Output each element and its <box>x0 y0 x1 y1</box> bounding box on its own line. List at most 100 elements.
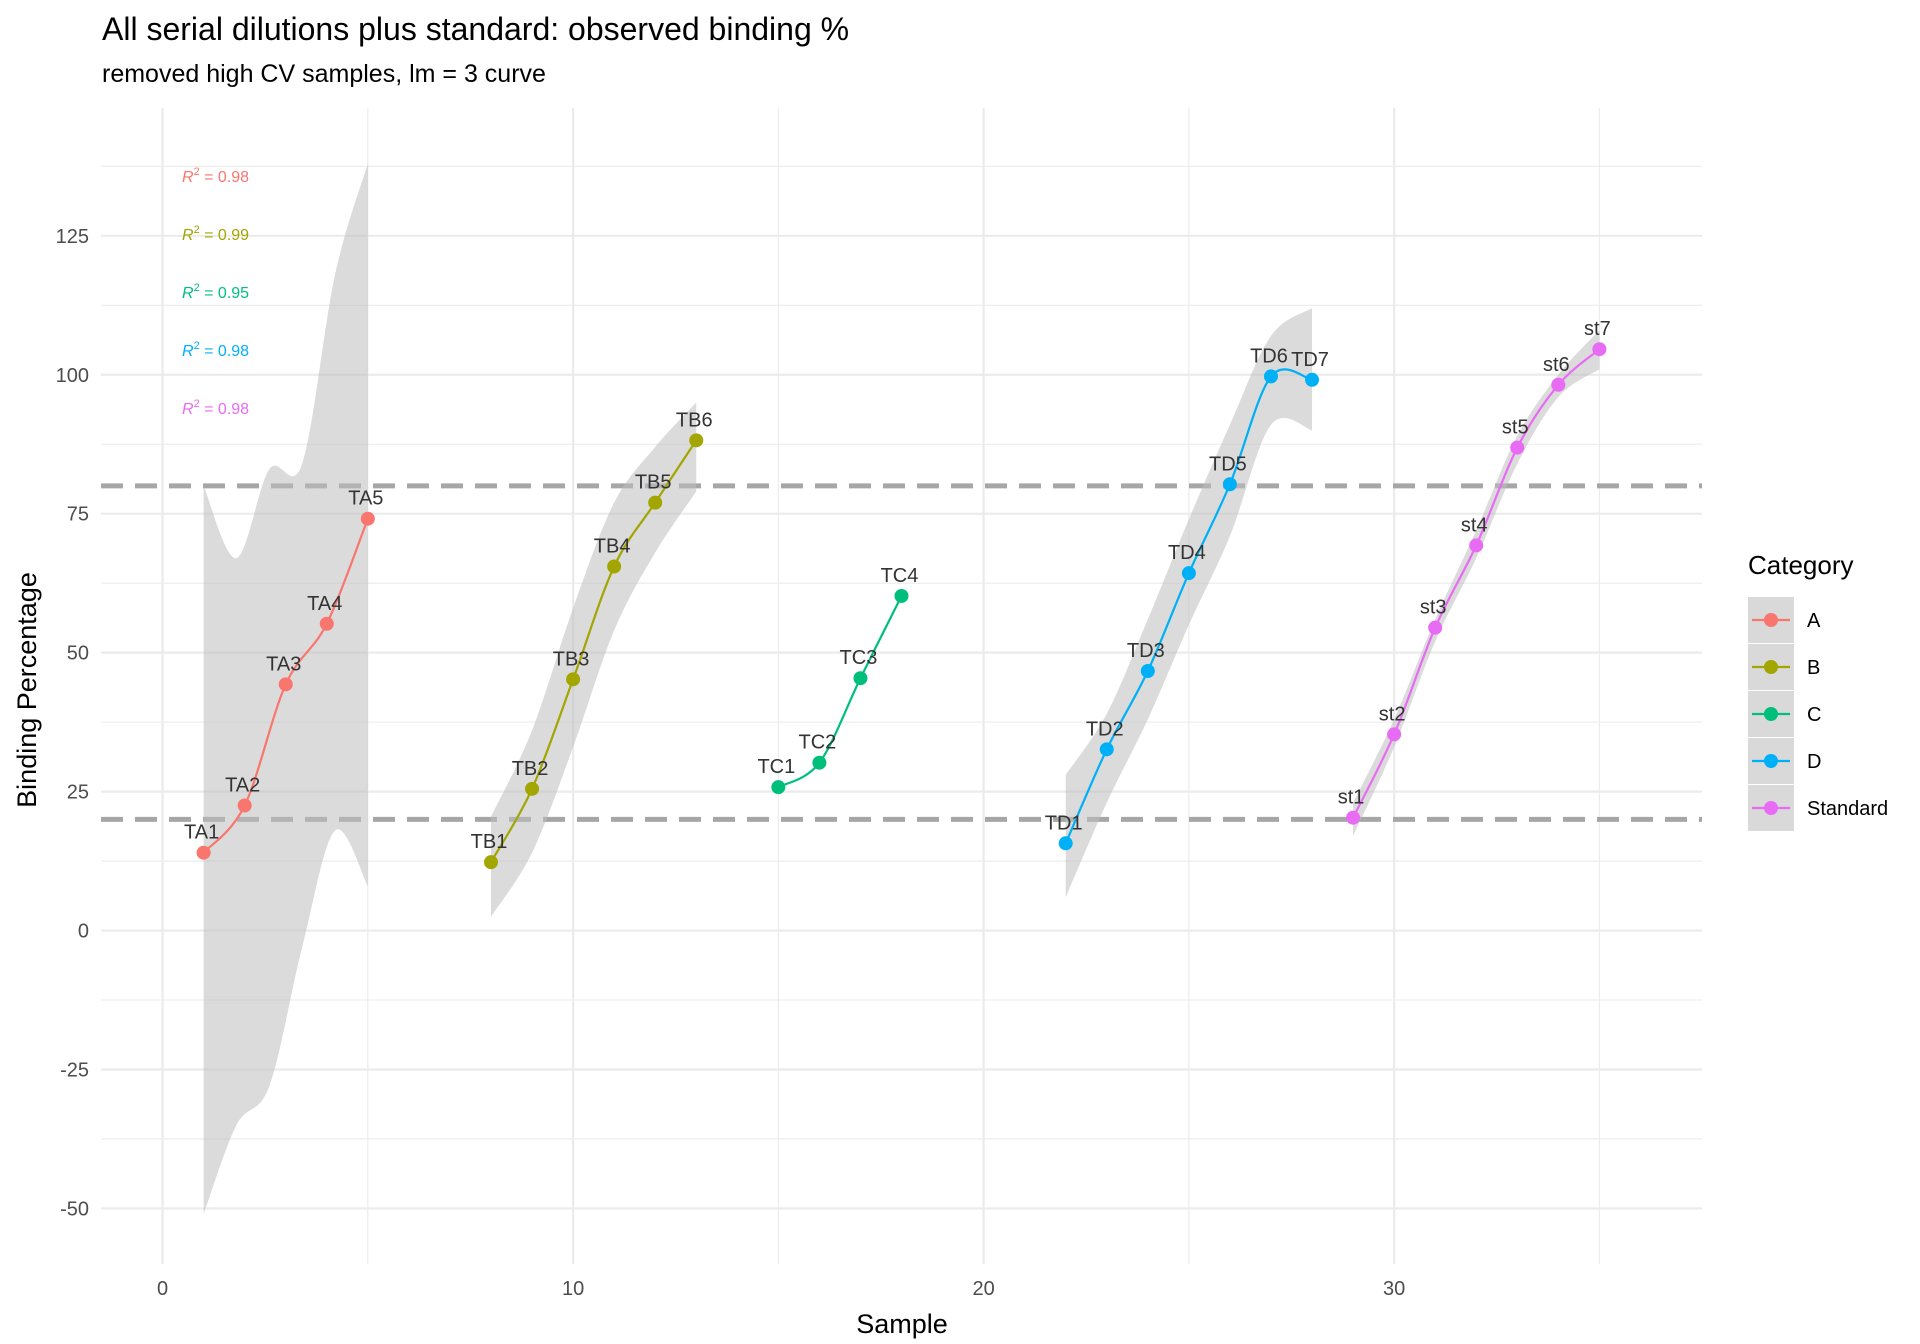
legend-swatch <box>1764 660 1778 674</box>
curve-c <box>777 595 903 789</box>
point-label-td4: TD4 <box>1168 542 1206 564</box>
r2-label-a: R2 = 0.98 <box>182 166 249 186</box>
point-label-td7: TD7 <box>1291 349 1329 371</box>
point-ta5 <box>360 511 375 526</box>
point-label-tb6: TB6 <box>676 409 713 431</box>
point-ta4 <box>319 616 334 631</box>
point-ta3 <box>278 677 293 692</box>
point-td5 <box>1222 477 1237 492</box>
point-td3 <box>1140 663 1155 678</box>
point-label-ta2: TA2 <box>225 774 260 796</box>
legend: Category A B C D Standard <box>1748 550 1888 831</box>
x-tick-label: 20 <box>972 1278 994 1300</box>
point-label-st7: st7 <box>1584 318 1611 340</box>
point-label-td6: TD6 <box>1250 345 1288 367</box>
r2-label-d: R2 = 0.98 <box>182 340 249 360</box>
legend-title: Category <box>1748 550 1854 580</box>
ribbon-standard <box>1353 330 1600 837</box>
point-tc2 <box>812 755 827 770</box>
point-label-st1: st1 <box>1338 787 1365 809</box>
point-tb4 <box>607 559 622 574</box>
point-label-ta4: TA4 <box>307 593 342 615</box>
point-label-tb1: TB1 <box>471 831 508 853</box>
point-label-tb4: TB4 <box>594 536 631 558</box>
point-ta1 <box>196 845 211 860</box>
point-label-st6: st6 <box>1543 354 1570 376</box>
point-st5 <box>1510 440 1525 455</box>
point-st3 <box>1428 620 1443 635</box>
point-tb5 <box>648 495 663 510</box>
x-tick-label: 0 <box>157 1278 168 1300</box>
ribbon-d <box>1065 308 1313 898</box>
legend-label: C <box>1807 704 1821 726</box>
point-label-td3: TD3 <box>1127 640 1165 662</box>
point-label-td5: TD5 <box>1209 453 1247 475</box>
x-tick-label: 30 <box>1383 1278 1405 1300</box>
point-st7 <box>1592 342 1607 357</box>
y-tick-label: 125 <box>56 226 89 248</box>
point-label-td1: TD1 <box>1045 812 1083 834</box>
point-td6 <box>1263 369 1278 384</box>
point-label-ta5: TA5 <box>348 488 383 510</box>
point-label-st3: st3 <box>1420 597 1447 619</box>
confidence-ribbons <box>203 163 1600 1214</box>
point-tc4 <box>894 588 909 603</box>
point-label-tc1: TC1 <box>757 756 795 778</box>
legend-label: B <box>1807 657 1820 679</box>
y-tick-label: 75 <box>67 504 89 526</box>
point-label-tb3: TB3 <box>553 648 590 670</box>
point-td1 <box>1058 836 1073 851</box>
point-st1 <box>1346 810 1361 825</box>
legend-label: Standard <box>1807 798 1888 820</box>
y-tick-label: 25 <box>67 782 89 804</box>
legend-item-a: A <box>1748 597 1821 643</box>
point-st2 <box>1387 727 1402 742</box>
point-tb3 <box>566 672 581 687</box>
legend-item-d: D <box>1748 738 1821 784</box>
chart-title: All serial dilutions plus standard: obse… <box>102 11 849 47</box>
point-tb1 <box>483 855 498 870</box>
point-label-tb2: TB2 <box>512 758 549 780</box>
point-label-td2: TD2 <box>1086 718 1124 740</box>
r2-label-b: R2 = 0.99 <box>182 224 249 244</box>
point-st4 <box>1469 538 1484 553</box>
chart-subtitle: removed high CV samples, lm = 3 curve <box>102 60 546 88</box>
point-label-st2: st2 <box>1379 703 1406 725</box>
point-st6 <box>1551 377 1566 392</box>
y-tick-label: 100 <box>56 365 89 387</box>
x-axis-title: Sample <box>856 1309 948 1339</box>
point-tb2 <box>525 781 540 796</box>
legend-label: A <box>1807 610 1821 632</box>
point-tb6 <box>689 433 704 448</box>
y-tick-label: -25 <box>60 1059 89 1081</box>
x-tick-label: 10 <box>562 1278 584 1300</box>
point-ta2 <box>237 798 252 813</box>
point-label-st4: st4 <box>1461 514 1488 536</box>
point-label-tc4: TC4 <box>881 565 919 587</box>
point-tc1 <box>771 780 786 795</box>
point-label-tc2: TC2 <box>798 732 836 754</box>
y-tick-label: 0 <box>78 921 89 943</box>
point-td7 <box>1305 372 1320 387</box>
point-td2 <box>1099 742 1114 757</box>
y-tick-label: 50 <box>67 643 89 665</box>
point-label-ta3: TA3 <box>266 653 301 675</box>
y-tick-label: -50 <box>60 1198 89 1220</box>
y-axis-title: Binding Percentage <box>12 572 42 808</box>
legend-item-b: B <box>1748 644 1820 690</box>
point-tc3 <box>853 671 868 686</box>
legend-swatch <box>1764 613 1778 627</box>
ribbon-c <box>778 595 902 788</box>
threshold-lines <box>101 483 1702 822</box>
legend-swatch <box>1764 707 1778 721</box>
point-td4 <box>1181 566 1196 581</box>
legend-item-standard: Standard <box>1748 785 1888 831</box>
r2-annotations: R2 = 0.98 R2 = 0.99 R2 = 0.95 R2 = 0.98 R2 =… <box>182 166 249 418</box>
r2-label-c: R2 = 0.95 <box>182 282 249 302</box>
point-label-tc3: TC3 <box>840 647 878 669</box>
point-label-ta1: TA1 <box>184 822 219 844</box>
point-label-tb5: TB5 <box>635 472 672 494</box>
data-points <box>196 342 1607 870</box>
